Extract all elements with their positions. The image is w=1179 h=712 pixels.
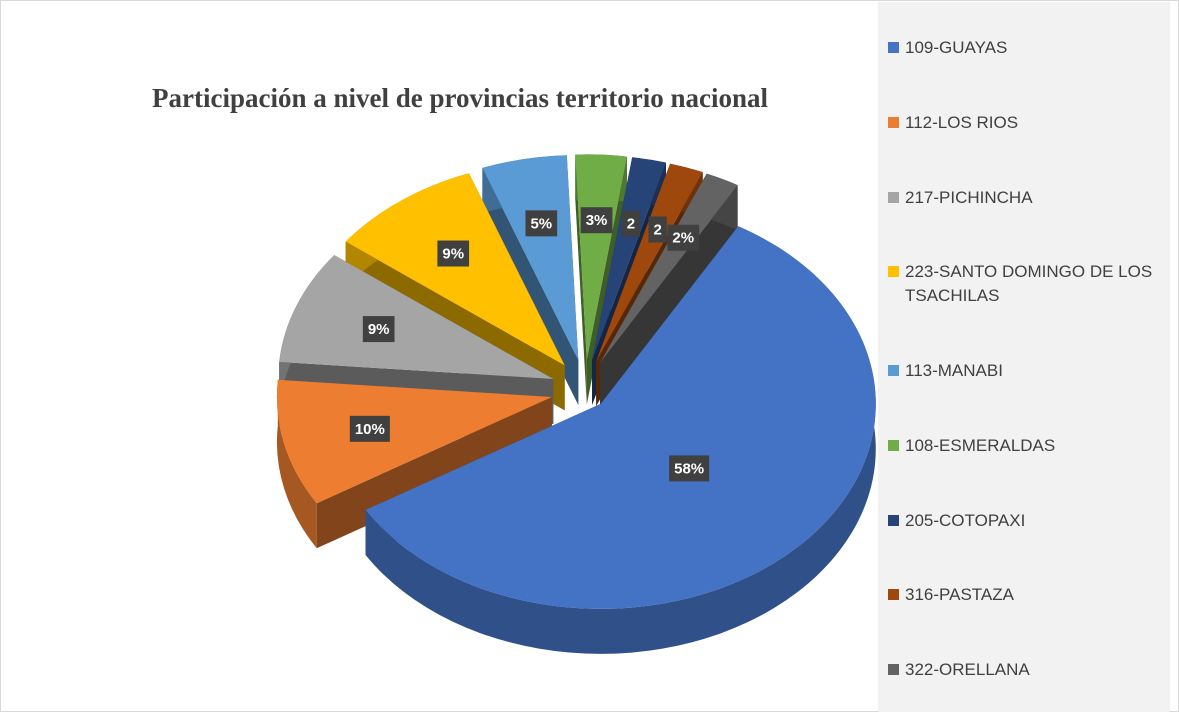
legend-label: 217-PICHINCHA — [905, 187, 1033, 207]
slice-tops — [276, 154, 876, 609]
legend-label: 108-ESMERALDAS — [905, 435, 1056, 455]
slice — [592, 157, 666, 361]
legend-swatch — [888, 664, 899, 675]
slice — [575, 154, 627, 360]
data-label: 5% — [525, 210, 558, 237]
slice — [345, 173, 565, 366]
data-label-text: 2 — [627, 216, 635, 233]
legend-item: 316-PASTAZA — [888, 583, 1162, 607]
legend-label: 112-LOS RIOS — [905, 112, 1019, 132]
data-label-box — [669, 455, 710, 482]
legend-item: 112-LOS RIOS — [888, 111, 1162, 135]
data-label: 9% — [362, 316, 395, 343]
data-label: 2% — [667, 224, 700, 251]
data-label-text: 10% — [355, 421, 385, 438]
legend-item: 205-COTOPAXI — [888, 509, 1162, 533]
legend-swatch — [888, 439, 899, 451]
data-label: 2 — [648, 216, 667, 243]
data-label: 3% — [580, 207, 613, 234]
slice-side — [575, 154, 587, 405]
legend-label: 223-SANTO DOMINGO DE LOS TSACHILAS — [905, 262, 1153, 306]
data-label: 2 — [621, 210, 641, 237]
legend-item: 108-ESMERALDAS — [888, 434, 1162, 458]
legend-item: 113-MANABI — [888, 359, 1162, 383]
legend-label: 205-COTOPAXI — [905, 510, 1026, 530]
data-label-box — [349, 415, 390, 442]
legend-item: 109-GUAYAS — [888, 36, 1162, 60]
data-label-text: 5% — [530, 215, 552, 232]
data-label-text: 2% — [672, 230, 694, 247]
legend: 109-GUAYAS 112-LOS RIOS 217-PICHINCHA 223-S… — [878, 2, 1170, 712]
legend-label: 316-PASTAZA — [905, 585, 1014, 605]
legend-swatch — [888, 589, 899, 601]
data-label-box — [667, 224, 700, 251]
data-label-text: 9% — [368, 321, 390, 338]
data-label-text: 2 — [654, 221, 662, 238]
chart-title: Participación a nivel de provincias terr… — [152, 83, 768, 113]
data-label-box — [648, 216, 667, 243]
legend-item: 217-PICHINCHA — [888, 186, 1162, 210]
data-label-text: 58% — [674, 460, 704, 477]
data-label: 10% — [349, 415, 390, 442]
slice — [276, 379, 552, 504]
legend-swatch — [888, 514, 899, 526]
slice — [365, 226, 876, 609]
data-label: 9% — [437, 240, 470, 267]
legend-label: 109-GUAYAS — [905, 38, 1008, 57]
legend-label: 322-ORELLANA — [905, 660, 1030, 679]
data-label: 58% — [669, 455, 710, 482]
legend-item: 322-ORELLANA — [888, 658, 1162, 682]
data-label-box — [362, 316, 395, 343]
data-label-text: 9% — [442, 245, 464, 262]
legend-swatch — [888, 191, 899, 203]
chart: Participación a nivel de provincias terr… — [152, 83, 876, 654]
legend-swatch — [888, 116, 899, 128]
legend-label: 113-MANABI — [905, 361, 1003, 380]
data-label-box — [580, 207, 613, 234]
data-label-box — [437, 240, 470, 267]
legend-swatch — [888, 42, 899, 53]
slice — [596, 163, 703, 362]
data-label-box — [621, 210, 641, 237]
data-labels: 58% 10% 9% 9% 5% 3% 2 2 2% — [349, 207, 710, 482]
slice — [279, 255, 554, 379]
slice-side — [276, 379, 317, 549]
slice — [482, 155, 579, 360]
legend-swatch — [888, 365, 899, 376]
slice — [600, 173, 738, 363]
legend-item: 223-SANTO DOMINGO DE LOS TSACHILAS — [888, 260, 1162, 308]
data-label-box — [525, 210, 558, 237]
slice-side — [600, 185, 738, 408]
legend-swatch — [888, 266, 899, 278]
data-label-text: 3% — [586, 212, 608, 229]
